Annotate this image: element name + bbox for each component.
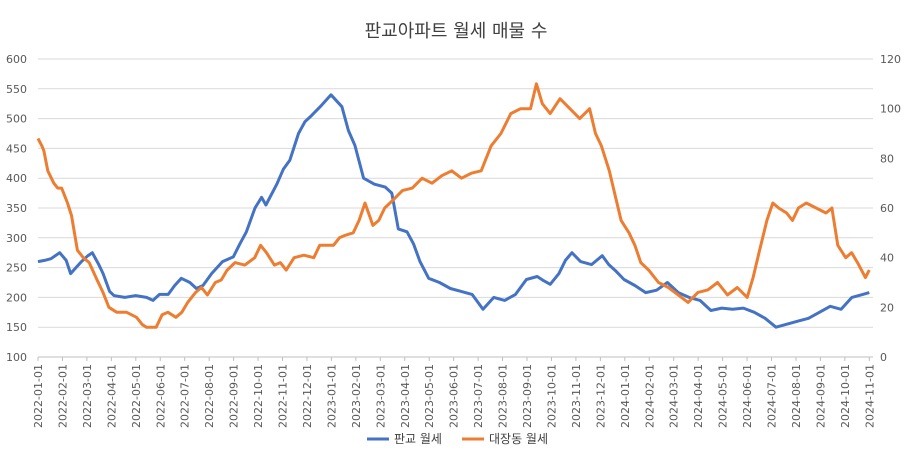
- right-axis-tick-label: 80: [880, 152, 894, 165]
- x-axis-tick-label: 2022-12-01: [301, 364, 314, 428]
- left-axis-tick-label: 500: [6, 113, 27, 126]
- x-axis-tick-label: 2022-10-01: [252, 364, 265, 428]
- x-axis-tick-label: 2024-10-01: [839, 364, 852, 428]
- x-axis-tick-label: 2024-09-01: [814, 364, 827, 428]
- left-axis-tick-label: 100: [6, 351, 27, 364]
- x-axis-tick-label: 2024-04-01: [692, 364, 705, 428]
- x-axis-tick-label: 2022-09-01: [228, 364, 241, 428]
- x-axis-tick-label: 2022-07-01: [179, 364, 192, 428]
- x-axis-tick-label: 2024-11-01: [863, 364, 876, 428]
- x-axis-tick-label: 2022-01-01: [32, 364, 45, 428]
- x-axis-tick-label: 2023-09-01: [521, 364, 534, 428]
- x-axis-tick-label: 2024-08-01: [790, 364, 803, 428]
- right-axis-ticks: 0 20 40 60 80 100 120: [880, 53, 901, 364]
- series-lines: [36, 82, 871, 329]
- x-axis-tick-label: 2022-11-01: [277, 364, 290, 428]
- x-axis-tick-label: 2023-12-01: [594, 364, 607, 428]
- x-axis-tick-label: 2023-06-01: [448, 364, 461, 428]
- legend-label-daejang: 대장동 월세: [489, 432, 548, 446]
- chart-title: 판교아파트 월세 매물 수: [365, 21, 548, 42]
- left-axis-tick-label: 300: [6, 232, 27, 245]
- x-axis-tick-label: 2023-11-01: [570, 364, 583, 428]
- x-axis-tick-label: 2022-05-01: [130, 364, 143, 428]
- left-axis-tick-label: 200: [6, 291, 27, 304]
- x-axis-tick-label: 2022-08-01: [203, 364, 216, 428]
- x-axis-tick-label: 2023-10-01: [545, 364, 558, 428]
- x-axis-tick-label: 2023-01-01: [325, 364, 338, 428]
- left-axis-tick-label: 350: [6, 202, 27, 215]
- left-axis-tick-label: 400: [6, 172, 27, 185]
- right-axis-tick-label: 100: [880, 103, 901, 116]
- x-axis-tick-label: 2024-06-01: [741, 364, 754, 428]
- right-axis-tick-label: 20: [880, 301, 894, 314]
- gridlines: [38, 58, 873, 358]
- left-axis-tick-label: 150: [6, 321, 27, 334]
- right-axis-tick-label: 0: [880, 351, 887, 364]
- series-line-pangyo: [37, 93, 870, 329]
- x-axis-tick-label: 2023-02-01: [350, 364, 363, 428]
- x-axis-tick-label: 2022-04-01: [105, 364, 118, 428]
- left-axis-tick-label: 450: [6, 142, 27, 155]
- x-axis-tick-label: 2023-08-01: [497, 364, 510, 428]
- x-axis-tick-label: 2024-05-01: [717, 364, 730, 428]
- x-axis-tick-label: 2023-04-01: [399, 364, 412, 428]
- x-axis-tick-label: 2023-05-01: [423, 364, 436, 428]
- x-axis-tick-label: 2024-01-01: [619, 364, 632, 428]
- x-axis-tick-label: 2024-02-01: [643, 364, 656, 428]
- left-axis-tick-label: 250: [6, 262, 27, 275]
- left-axis-tick-label: 550: [6, 83, 27, 96]
- right-axis-tick-label: 40: [880, 252, 894, 265]
- legend-label-pangyo: 판교 월세: [394, 432, 442, 446]
- x-axis-ticks: 2022-01-01 2022-02-01 2022-03-01 2022-04-01…: [32, 356, 876, 428]
- right-axis-tick-label: 120: [880, 53, 901, 66]
- series-line-daejang: [36, 82, 871, 329]
- x-axis-tick-label: 2022-02-01: [56, 364, 69, 428]
- x-axis-tick-label: 2024-07-01: [766, 364, 779, 428]
- x-axis-tick-label: 2022-06-01: [154, 364, 167, 428]
- legend: 판교 월세 대장동 월세: [367, 432, 548, 446]
- x-axis-tick-label: 2024-03-01: [668, 364, 681, 428]
- right-axis-tick-label: 60: [880, 202, 894, 215]
- x-axis-tick-label: 2023-07-01: [472, 364, 485, 428]
- left-axis-tick-label: 600: [6, 53, 27, 66]
- x-axis-tick-label: 2023-03-01: [374, 364, 387, 428]
- left-axis-ticks: 100 150 200 250 300 350 400 450 500 550 600: [6, 53, 27, 364]
- x-axis-tick-label: 2022-03-01: [81, 364, 94, 428]
